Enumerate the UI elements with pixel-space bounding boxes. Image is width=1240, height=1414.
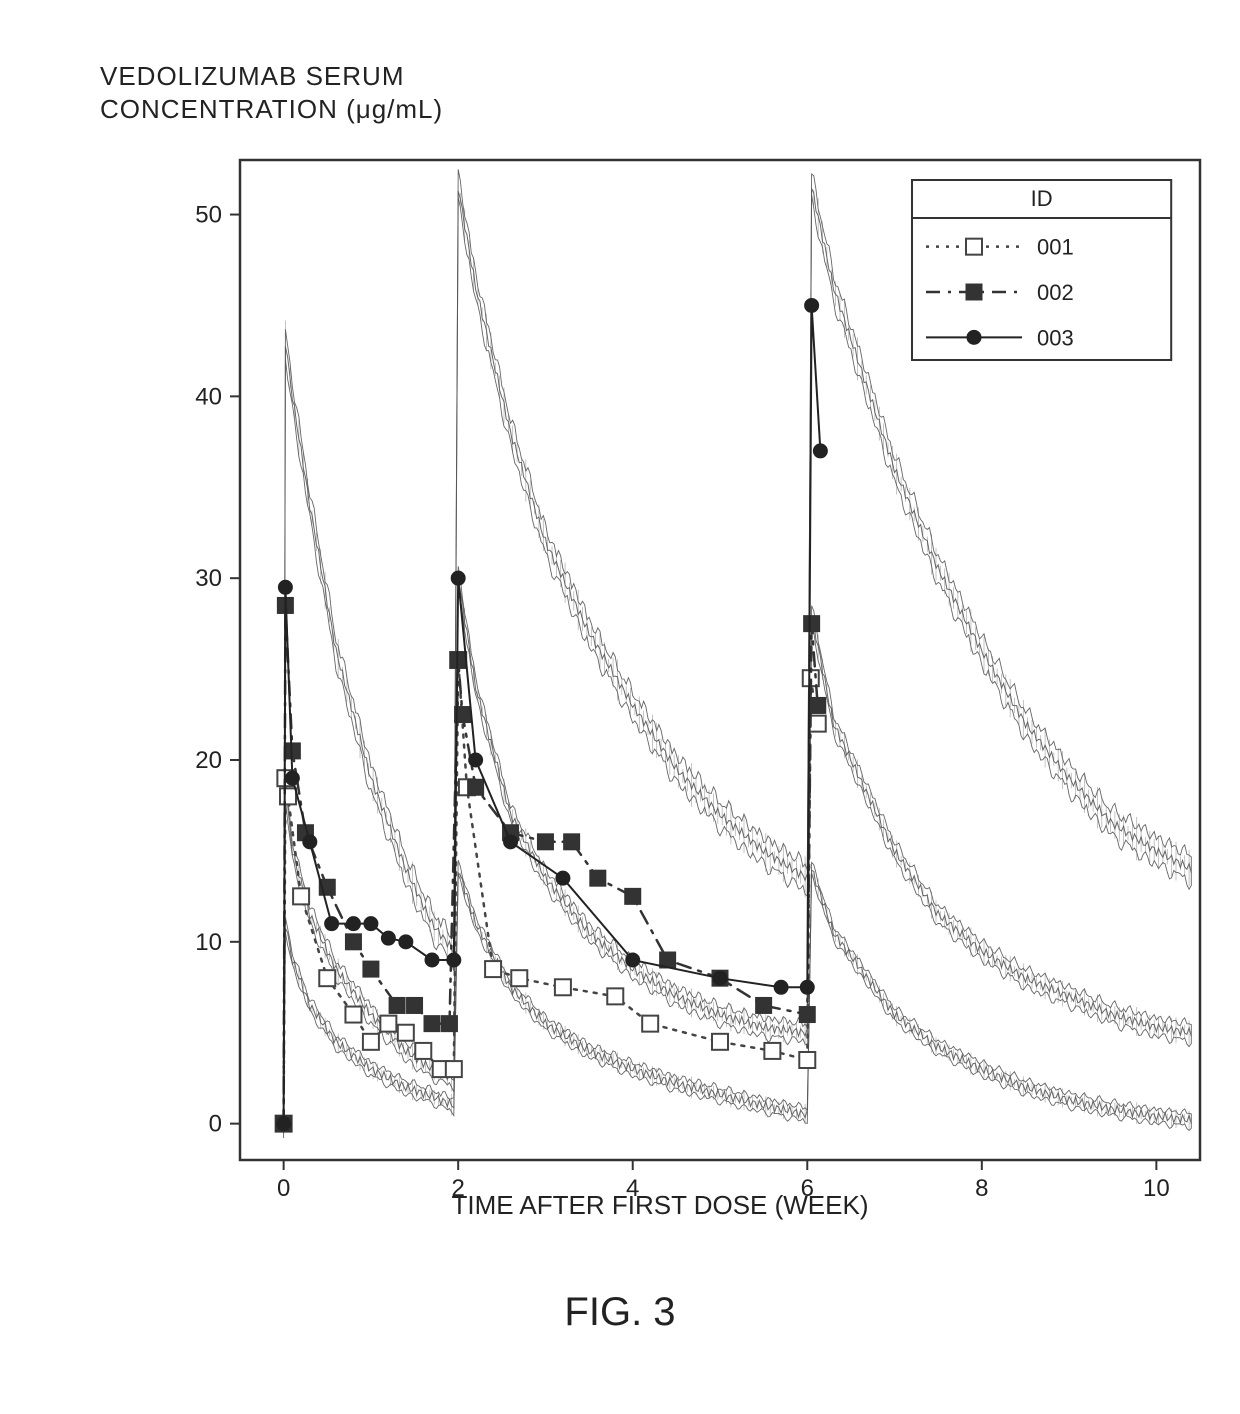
svg-text:50: 50: [195, 202, 222, 229]
svg-text:40: 40: [195, 383, 222, 410]
svg-text:30: 30: [195, 565, 222, 592]
y-axis-title: VEDOLIZUMAB SERUM CONCENTRATION (μg/mL): [100, 60, 443, 125]
svg-text:002: 002: [1037, 280, 1074, 305]
svg-text:001: 001: [1037, 235, 1074, 260]
ylabel-line2: CONCENTRATION (μg/mL): [100, 93, 443, 126]
svg-text:20: 20: [195, 747, 222, 774]
svg-text:ID: ID: [1031, 186, 1053, 211]
chart: 024681001020304050ID001002003: [180, 150, 1140, 1150]
svg-text:10: 10: [1143, 1175, 1170, 1202]
figure-label: FIG. 3: [0, 1290, 1240, 1335]
ylabel-line1: VEDOLIZUMAB SERUM: [100, 60, 443, 93]
svg-text:003: 003: [1037, 325, 1074, 350]
page: VEDOLIZUMAB SERUM CONCENTRATION (μg/mL) …: [0, 0, 1240, 1414]
chart-svg: 024681001020304050ID001002003: [180, 150, 1220, 1210]
svg-text:10: 10: [195, 929, 222, 956]
svg-text:0: 0: [209, 1111, 222, 1138]
x-axis-label: TIME AFTER FIRST DOSE (WEEK): [180, 1190, 1140, 1221]
